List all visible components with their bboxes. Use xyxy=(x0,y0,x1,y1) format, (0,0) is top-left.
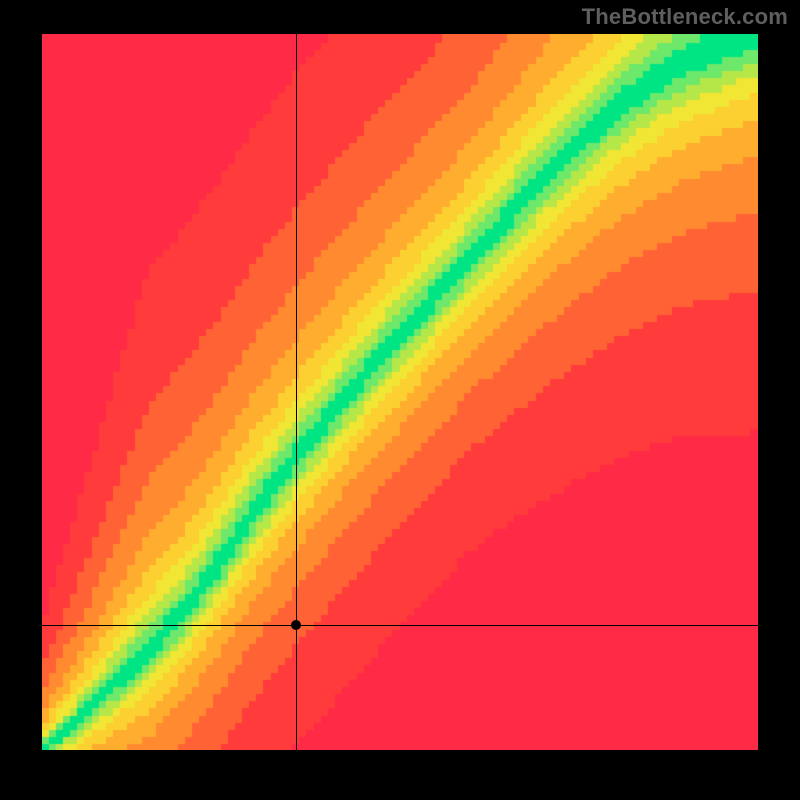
crosshair-vertical-line xyxy=(296,34,297,750)
bottleneck-heatmap xyxy=(42,34,758,750)
crosshair-horizontal-line xyxy=(42,625,758,626)
watermark-text: TheBottleneck.com xyxy=(582,4,788,30)
crosshair-marker-dot xyxy=(291,620,301,630)
